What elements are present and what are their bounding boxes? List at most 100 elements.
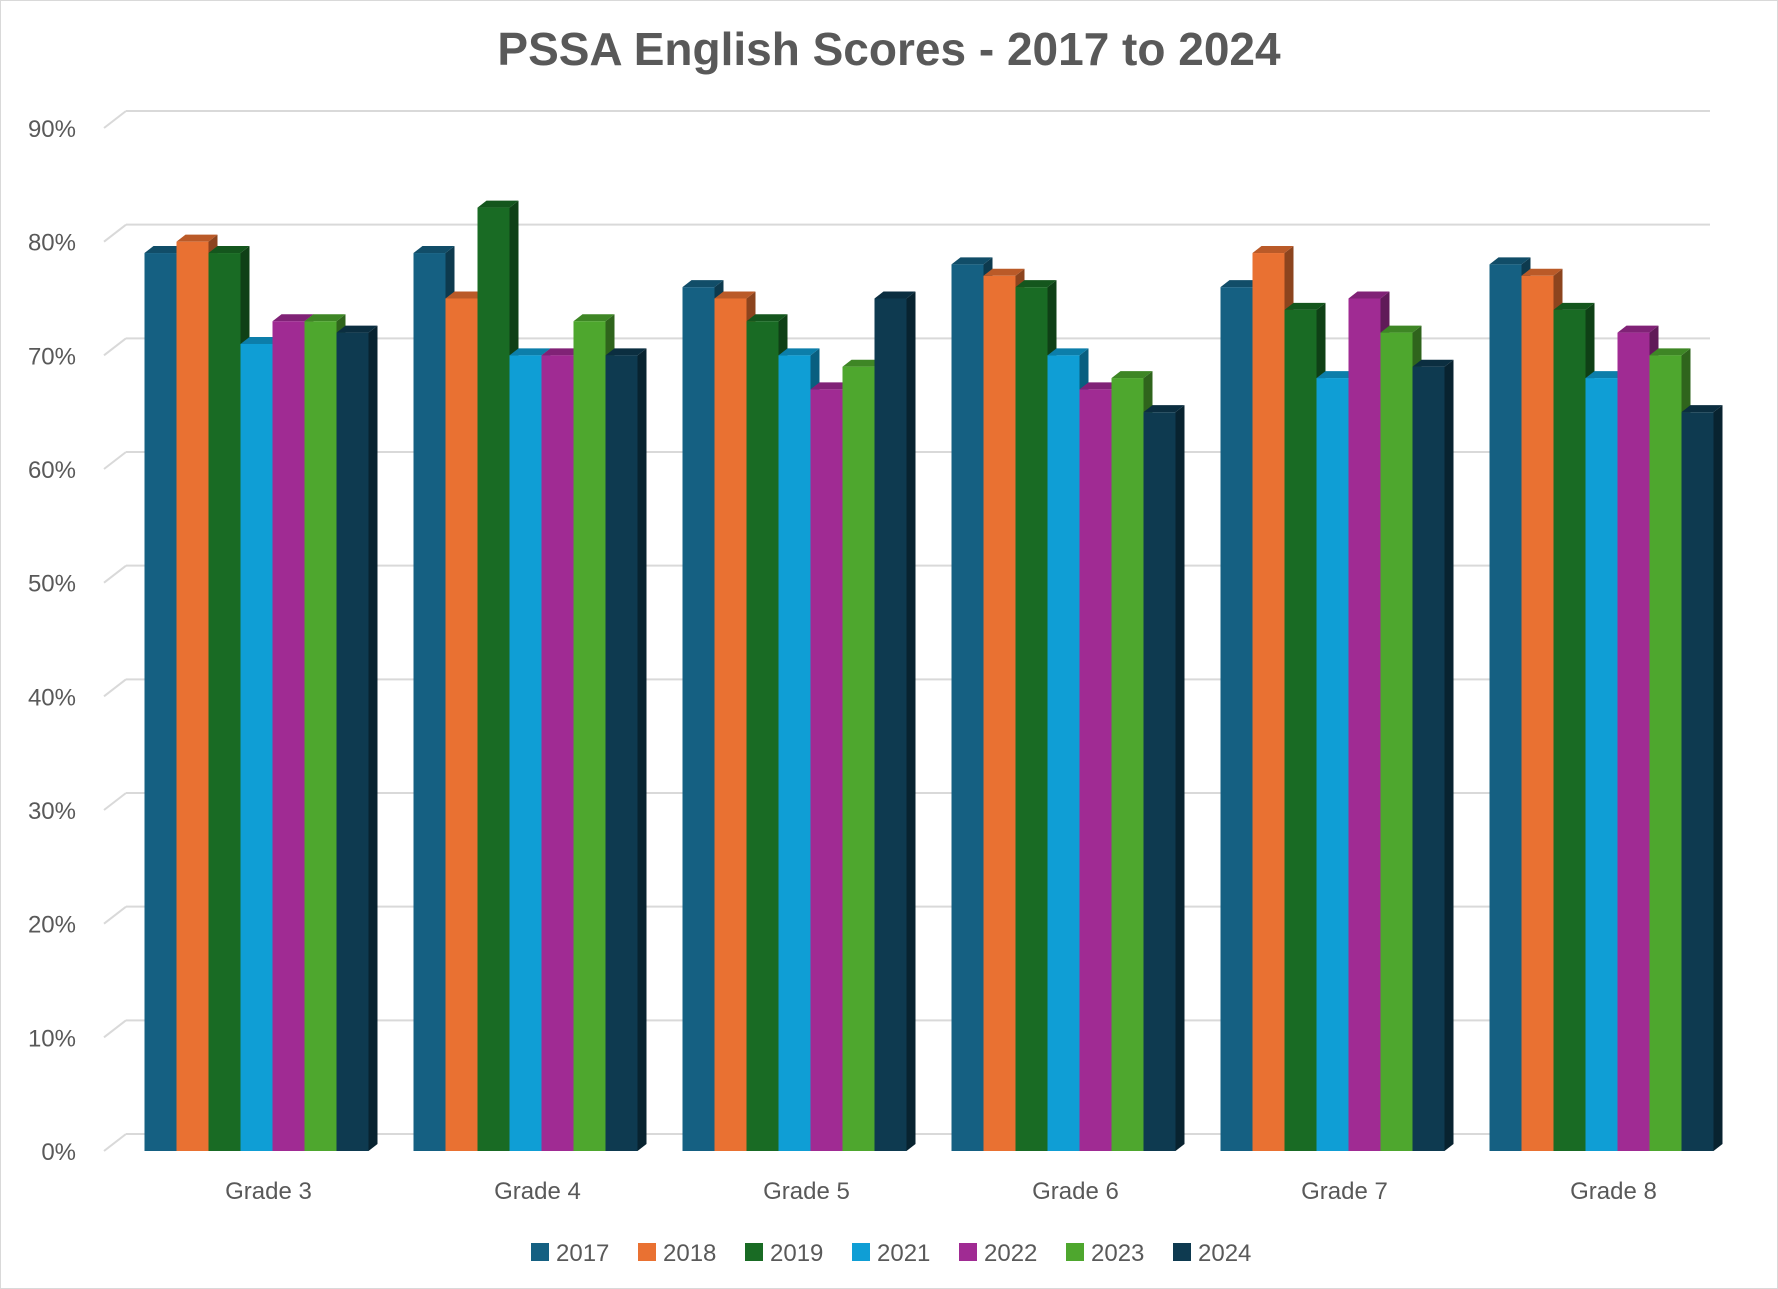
bar-2023-grade-6-top: [1111, 371, 1153, 379]
bar-2023-grade-4-top: [573, 314, 615, 322]
chart-title: PSSA English Scores - 2017 to 2024: [497, 23, 1281, 75]
gridline-side: [103, 110, 127, 129]
bar-2022-grade-8-top: [1617, 325, 1659, 333]
legend-label-2022: 2022: [984, 1240, 1037, 1267]
bar-2024-grade-7-top: [1412, 359, 1454, 367]
y-tick-label: 60%: [28, 457, 76, 484]
gridline-side: [103, 1019, 127, 1039]
bar-2021-grade-4-top: [509, 348, 551, 356]
bar-2024-grade-3: [336, 332, 369, 1152]
bar-2018-grade-5-top: [714, 291, 756, 299]
bar-2024-grade-4-side: [637, 348, 647, 1151]
bar-2017-grade-4: [413, 253, 446, 1152]
bar-2022-grade-4: [541, 355, 574, 1151]
y-tick-label: 90%: [28, 116, 76, 143]
y-tick-label: 10%: [28, 1025, 76, 1052]
y-tick-label: 30%: [28, 798, 76, 825]
bar-2017-grade-8-top: [1489, 257, 1531, 265]
bar-2019-grade-6: [1015, 287, 1048, 1152]
legend-label-2023: 2023: [1091, 1240, 1144, 1267]
bar-2018-grade-7: [1252, 253, 1285, 1152]
bar-2019-grade-8: [1553, 309, 1586, 1151]
bar-2022-grade-5-top: [810, 382, 852, 390]
bar-2023-grade-4: [573, 321, 606, 1151]
bar-2017-grade-3-top: [144, 246, 186, 254]
legend-label-2018: 2018: [663, 1240, 716, 1267]
bar-2017-grade-8: [1489, 264, 1522, 1151]
legend-swatch-2021: [852, 1243, 870, 1261]
bar-2021-grade-7: [1316, 378, 1349, 1152]
legend-swatch-2019: [745, 1243, 763, 1261]
gridline-side: [103, 792, 127, 811]
bar-2018-grade-6-top: [983, 268, 1025, 276]
bar-2019-grade-7: [1284, 309, 1317, 1151]
bar-2018-grade-7-top: [1252, 246, 1294, 254]
bar-2024-grade-4-top: [605, 348, 647, 356]
bar-2023-grade-5: [842, 366, 875, 1151]
bar-2021-grade-7-top: [1316, 371, 1358, 379]
gridline-side: [103, 678, 127, 698]
bar-2021-grade-5: [778, 355, 811, 1151]
bar-2018-grade-4-top: [445, 291, 487, 299]
bar-2024-grade-5-top: [874, 291, 916, 299]
bar-2024-grade-5-side: [906, 291, 916, 1151]
bar-2022-grade-7-top: [1348, 291, 1390, 299]
bar-2022-grade-3-top: [272, 314, 314, 322]
category-label: Grade 6: [1032, 1178, 1119, 1205]
y-tick-label: 50%: [28, 571, 76, 598]
bar-2021-grade-8-top: [1585, 371, 1627, 379]
y-tick-label: 70%: [28, 343, 76, 370]
category-label: Grade 8: [1570, 1178, 1657, 1205]
y-tick-label: 0%: [41, 1139, 76, 1166]
bar-2018-grade-6: [983, 275, 1016, 1151]
bar-2023-grade-7-top: [1380, 325, 1422, 333]
bar-2017-grade-3: [144, 253, 177, 1152]
bar-2018-grade-8: [1521, 275, 1554, 1151]
bar-2023-grade-3: [304, 321, 337, 1151]
category-label: Grade 3: [225, 1178, 312, 1205]
bar-2024-grade-4: [605, 355, 638, 1151]
bar-2024-grade-8: [1681, 412, 1714, 1152]
bar-2022-grade-6-top: [1079, 382, 1121, 390]
legend-swatch-2022: [959, 1243, 977, 1261]
bar-2018-grade-3-top: [176, 234, 218, 242]
gridline-side: [103, 451, 127, 470]
legend-label-2024: 2024: [1198, 1240, 1251, 1267]
bar-2019-grade-3: [208, 253, 241, 1152]
category-label: Grade 4: [494, 1178, 581, 1205]
bar-2024-grade-7: [1412, 366, 1445, 1151]
bar-2019-grade-7-top: [1284, 302, 1326, 310]
gridline-side: [103, 905, 127, 925]
bar-2021-grade-4: [509, 355, 542, 1151]
bar-2019-grade-5: [746, 321, 779, 1151]
bar-2022-grade-3: [272, 321, 305, 1151]
bar-2023-grade-8-top: [1649, 348, 1691, 356]
bar-2017-grade-7: [1220, 287, 1253, 1152]
bar-2021-grade-6-top: [1047, 348, 1089, 356]
legend-swatch-2023: [1066, 1243, 1084, 1261]
bar-2017-grade-7-top: [1220, 280, 1262, 288]
bar-2024-grade-3-side: [368, 325, 378, 1152]
bar-2017-grade-6: [951, 264, 984, 1151]
bar-2018-grade-3: [176, 241, 209, 1151]
bar-2018-grade-5: [714, 298, 747, 1151]
bar-2023-grade-8: [1649, 355, 1682, 1151]
bar-2017-grade-5: [682, 287, 715, 1152]
bar-2019-grade-3-top: [208, 246, 250, 254]
category-label: Grade 5: [763, 1178, 850, 1205]
bar-2023-grade-7: [1380, 332, 1413, 1152]
bar-2024-grade-6: [1143, 412, 1176, 1152]
bar-2024-grade-8-top: [1681, 405, 1723, 413]
bar-2017-grade-5-top: [682, 280, 724, 288]
legend-label-2021: 2021: [877, 1240, 930, 1267]
category-label: Grade 7: [1301, 1178, 1388, 1205]
bar-2021-grade-3: [240, 343, 273, 1151]
y-tick-label: 80%: [28, 230, 76, 257]
bar-2019-grade-4: [477, 207, 510, 1152]
bar-2024-grade-8-side: [1713, 405, 1723, 1152]
bar-2018-grade-4: [445, 298, 478, 1151]
legend-label-2019: 2019: [770, 1240, 823, 1267]
bar-2017-grade-4-top: [413, 246, 455, 254]
bar-2018-grade-8-top: [1521, 268, 1563, 276]
